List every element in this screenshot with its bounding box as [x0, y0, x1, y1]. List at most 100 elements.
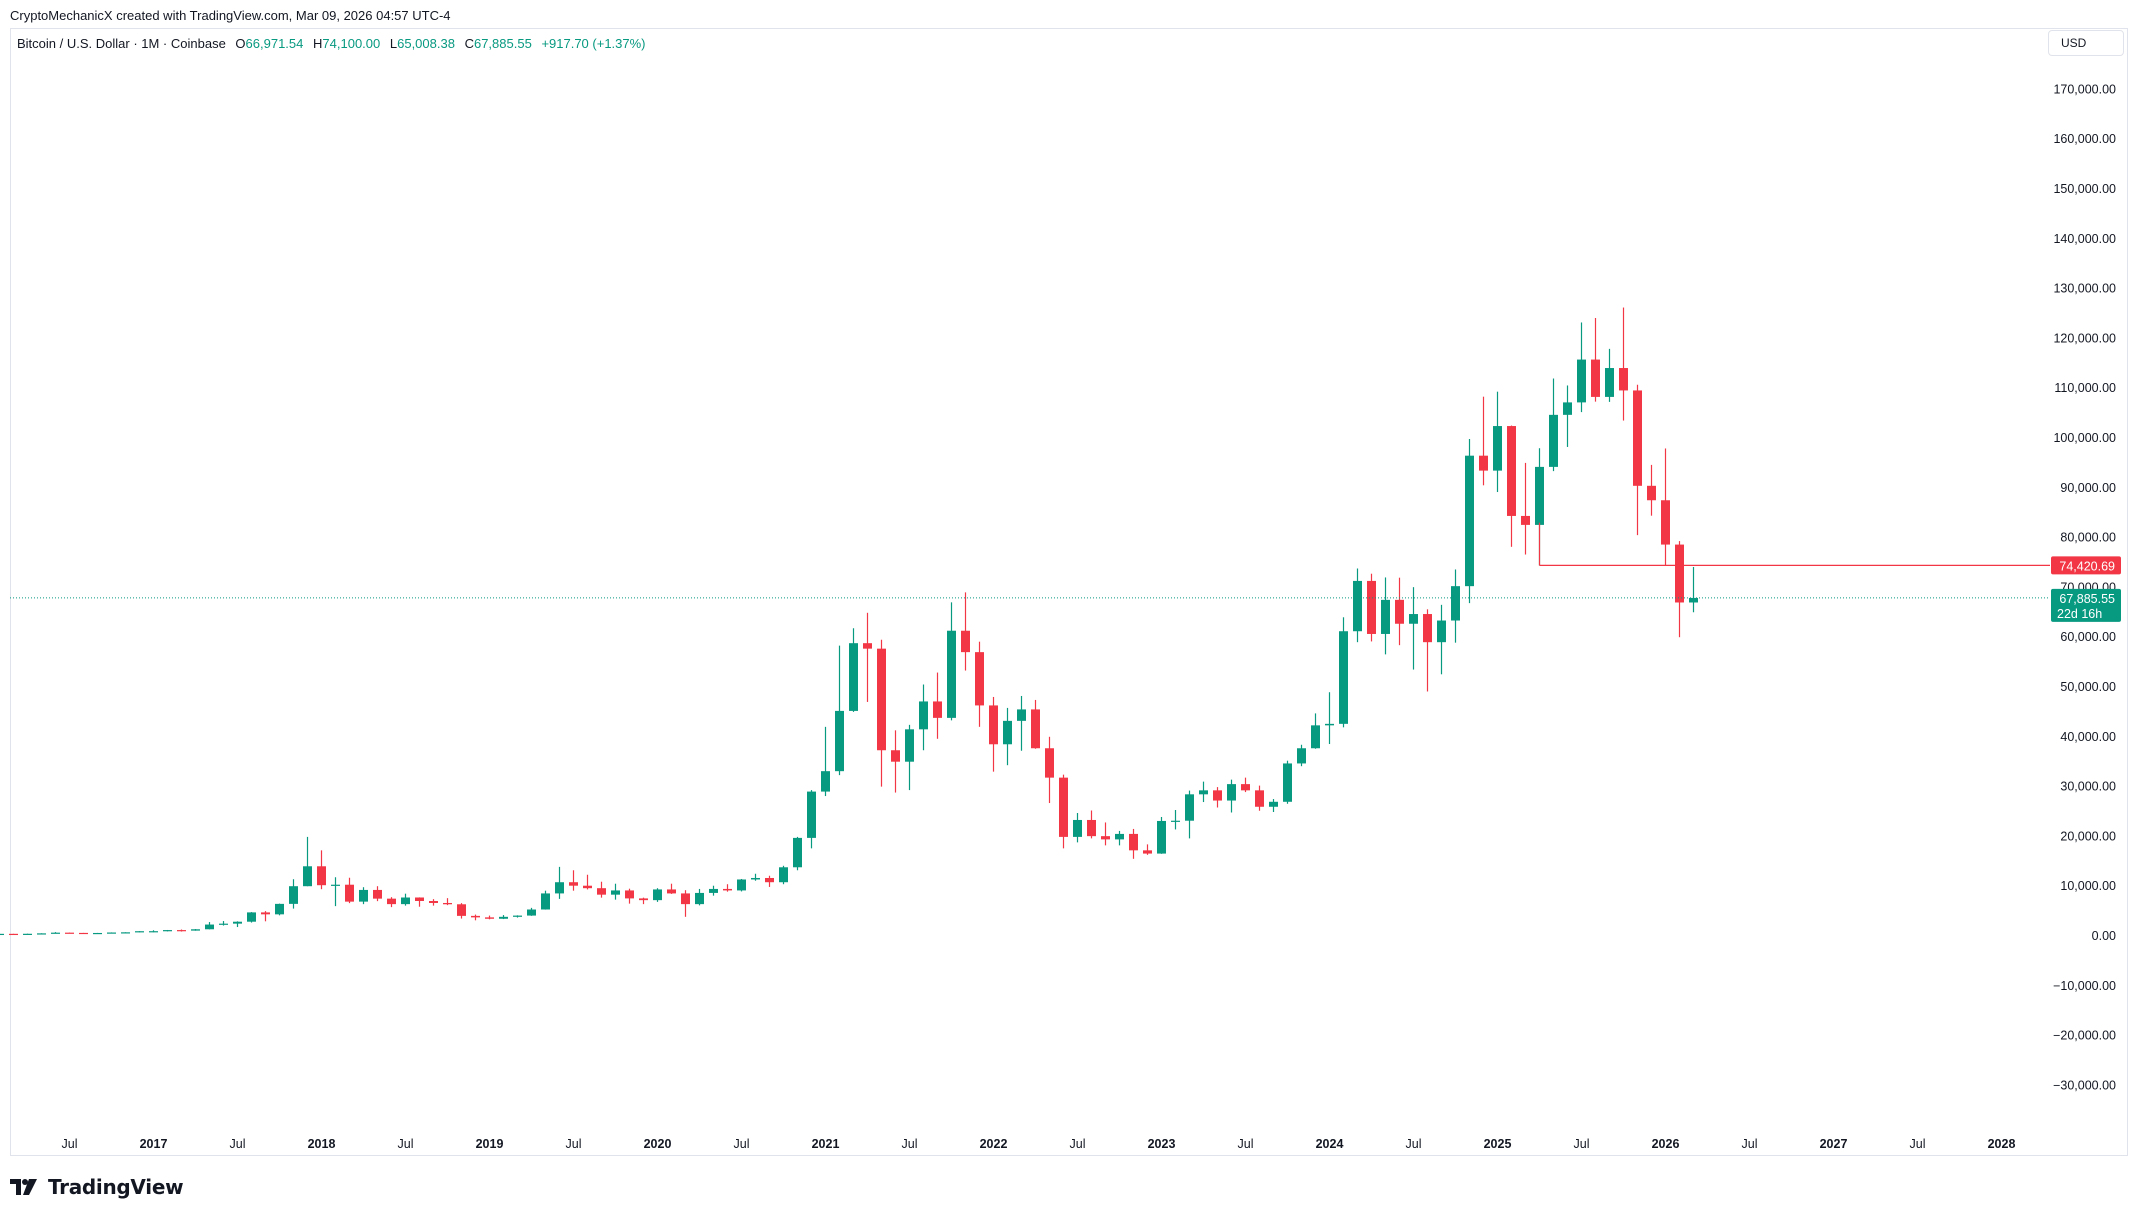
- low-label: L: [389, 36, 398, 51]
- candle: [289, 879, 298, 909]
- y-tick-label: 50,000.00: [2060, 680, 2116, 694]
- candle: [947, 602, 956, 721]
- candle: [1437, 604, 1446, 675]
- candle: [1409, 587, 1418, 670]
- candle: [681, 890, 690, 917]
- candle-body: [415, 897, 424, 901]
- candle-body: [695, 892, 704, 905]
- candle: [429, 899, 438, 906]
- x-tick-label: Jul: [1238, 1137, 1254, 1151]
- candle: [611, 883, 620, 900]
- candle-body: [1661, 500, 1670, 545]
- candle: [1087, 810, 1096, 839]
- candle: [1605, 348, 1614, 402]
- candle: [1143, 844, 1152, 855]
- candle: [1675, 541, 1684, 638]
- candle-body: [1675, 544, 1684, 603]
- candle-body: [583, 885, 592, 889]
- current-price-label: 67,885.55: [2059, 592, 2115, 606]
- candle: [765, 875, 774, 887]
- candle: [513, 915, 522, 918]
- candle-body: [149, 931, 158, 933]
- x-tick-label: Jul: [1406, 1137, 1422, 1151]
- candle: [639, 897, 648, 905]
- candle: [569, 870, 578, 891]
- candle: [107, 932, 116, 934]
- candle-body: [919, 701, 928, 730]
- currency-button[interactable]: USD: [2048, 30, 2124, 56]
- candle: [555, 866, 564, 899]
- candle-body: [457, 904, 466, 916]
- candle-body: [877, 648, 886, 751]
- candle-body: [1157, 820, 1166, 854]
- symbol-title: Bitcoin / U.S. Dollar · 1M · Coinbase: [17, 36, 226, 51]
- candle: [79, 932, 88, 935]
- y-tick-label: −20,000.00: [2053, 1029, 2116, 1043]
- candle-body: [275, 903, 284, 915]
- x-tick-label: 2020: [644, 1137, 672, 1151]
- candle: [0, 933, 4, 936]
- tradingview-logo[interactable]: TradingView: [10, 1175, 184, 1199]
- candle-body: [289, 886, 298, 904]
- candle-body: [961, 630, 970, 653]
- candle: [583, 874, 592, 890]
- close-label: C: [464, 36, 474, 51]
- candle-body: [1297, 748, 1306, 764]
- candle: [1521, 462, 1530, 555]
- candle: [1017, 695, 1026, 751]
- y-tick-label: 90,000.00: [2060, 481, 2116, 495]
- candle-body: [401, 897, 410, 905]
- candle: [723, 884, 732, 892]
- candle-body: [765, 877, 774, 883]
- chart-pane[interactable]: [10, 28, 2128, 1156]
- current-price-badge: [2051, 588, 2121, 622]
- candle-body: [1549, 414, 1558, 467]
- candle-body: [1493, 426, 1502, 471]
- level-price-badge: [2051, 556, 2121, 575]
- candle-body: [1409, 614, 1418, 624]
- price-axis: 170,000.00 160,000.00 150,000.00 140,000.00…: [2051, 82, 2121, 1092]
- x-tick-label: 2025: [1484, 1137, 1512, 1151]
- candle: [1003, 707, 1012, 766]
- x-tick-label: Jul: [1574, 1137, 1590, 1151]
- candle: [457, 903, 466, 919]
- candle-body: [1283, 763, 1292, 802]
- candle-body: [1647, 485, 1656, 501]
- candle-body: [331, 884, 340, 886]
- candle-body: [317, 866, 326, 886]
- candle: [1591, 317, 1600, 402]
- candle-body: [1577, 359, 1586, 403]
- candle-body: [51, 932, 60, 934]
- candle-body: [1479, 455, 1488, 471]
- candle: [93, 932, 102, 935]
- candle: [401, 893, 410, 906]
- candle-body: [303, 866, 312, 887]
- overlays-layer: [10, 522, 2050, 599]
- candle-body: [975, 652, 984, 706]
- candle: [835, 645, 844, 776]
- candle: [975, 641, 984, 727]
- y-tick-label: 150,000.00: [2053, 182, 2116, 196]
- candle-body: [779, 867, 788, 883]
- x-tick-label: Jul: [734, 1137, 750, 1151]
- x-tick-label: Jul: [566, 1137, 582, 1151]
- y-tick-label: 0.00: [2092, 929, 2116, 943]
- candle-body: [709, 888, 718, 893]
- candle: [247, 912, 256, 923]
- candle-body: [541, 893, 550, 910]
- candles-layer: [0, 307, 1698, 936]
- candle-body: [1227, 784, 1236, 801]
- candle: [1367, 573, 1376, 642]
- level-price-label: 74,420.69: [2059, 559, 2115, 573]
- candle: [23, 933, 32, 935]
- candle-body: [1367, 580, 1376, 634]
- candle-body: [1031, 709, 1040, 749]
- candle: [1157, 816, 1166, 854]
- candle-body: [1563, 402, 1572, 415]
- candle-body: [597, 888, 606, 895]
- candle: [121, 932, 130, 934]
- y-tick-label: −30,000.00: [2053, 1078, 2116, 1092]
- attribution-text: CryptoMechanicX created with TradingView…: [10, 8, 451, 23]
- y-tick-label: 140,000.00: [2053, 232, 2116, 246]
